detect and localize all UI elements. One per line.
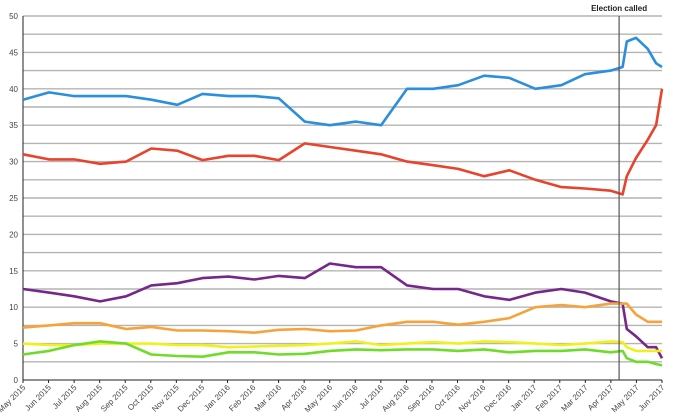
x-tick-label: Dec 2016: [482, 383, 513, 414]
x-tick-label: Sep 2016: [406, 383, 437, 414]
y-tick-label: 30: [9, 158, 18, 167]
x-tick-label: Sep 2015: [99, 383, 130, 414]
x-tick-label: Mar 2017: [559, 383, 590, 414]
x-tick-label: Dec 2015: [176, 383, 207, 414]
x-tick-label: May 2015: [0, 383, 28, 415]
y-tick-label: 40: [9, 85, 18, 94]
x-tick-label: May 2016: [303, 383, 335, 415]
y-tick-label: 20: [9, 230, 18, 239]
gridlines: [23, 15, 662, 363]
series-line-5: [22, 340, 663, 367]
series-line-2: [22, 262, 664, 359]
x-tick-label: Mar 2016: [253, 383, 284, 414]
y-tick-label: 0: [14, 376, 19, 385]
y-axis-ticks: 0 5 10 15 20 25 30 35 40 45 50: [9, 12, 18, 385]
x-tick-label: Jun 2015: [23, 383, 53, 413]
x-tick-label: May 2017: [610, 383, 642, 415]
y-tick-label: 45: [9, 48, 18, 57]
series-line-0: [22, 36, 663, 127]
y-tick-label: 15: [9, 267, 18, 276]
y-tick-label: 50: [9, 12, 18, 21]
y-tick-label: 5: [14, 340, 19, 349]
y-tick-label: 25: [9, 194, 18, 203]
y-tick-label: 35: [9, 121, 18, 130]
series-line-1: [22, 88, 664, 196]
election-called-label: Election called: [591, 4, 647, 13]
series-line-4: [22, 340, 662, 353]
x-tick-label: Jun 2016: [330, 383, 360, 413]
x-tick-label: Jun 2017: [637, 383, 667, 413]
series-line-3: [22, 302, 662, 335]
y-tick-label: 10: [9, 303, 18, 312]
series-lines: [22, 36, 664, 367]
